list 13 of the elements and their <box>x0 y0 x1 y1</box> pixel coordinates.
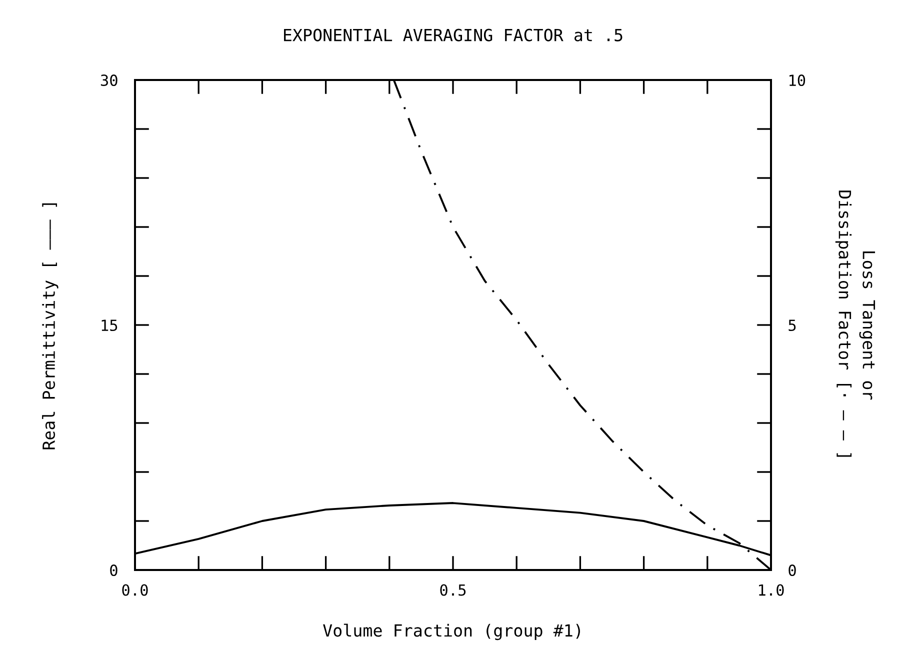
y2-axis-title: Loss Tangent or Dissipation Factor [· — — ] <box>835 190 876 457</box>
y-axis-title: Real Permittivity [ ——— ] <box>42 203 58 450</box>
x-tick-label: 0.5 <box>440 584 466 596</box>
y2-tick-label: 0 <box>788 564 796 576</box>
y-tick-label: 15 <box>102 320 118 332</box>
y2-tick-label: 5 <box>788 320 796 332</box>
y-tick-label: 30 <box>100 74 118 86</box>
x-tick-label: 0.0 <box>122 584 148 596</box>
x-axis-title: Volume Fraction (group #1) <box>323 624 580 640</box>
y-tick-label: 0 <box>110 564 118 576</box>
y2-tick-label: 10 <box>790 74 806 86</box>
x-tick-label: 1.0 <box>759 584 784 596</box>
chart-title: EXPONENTIAL AVERAGING FACTOR at .5 <box>284 28 622 42</box>
